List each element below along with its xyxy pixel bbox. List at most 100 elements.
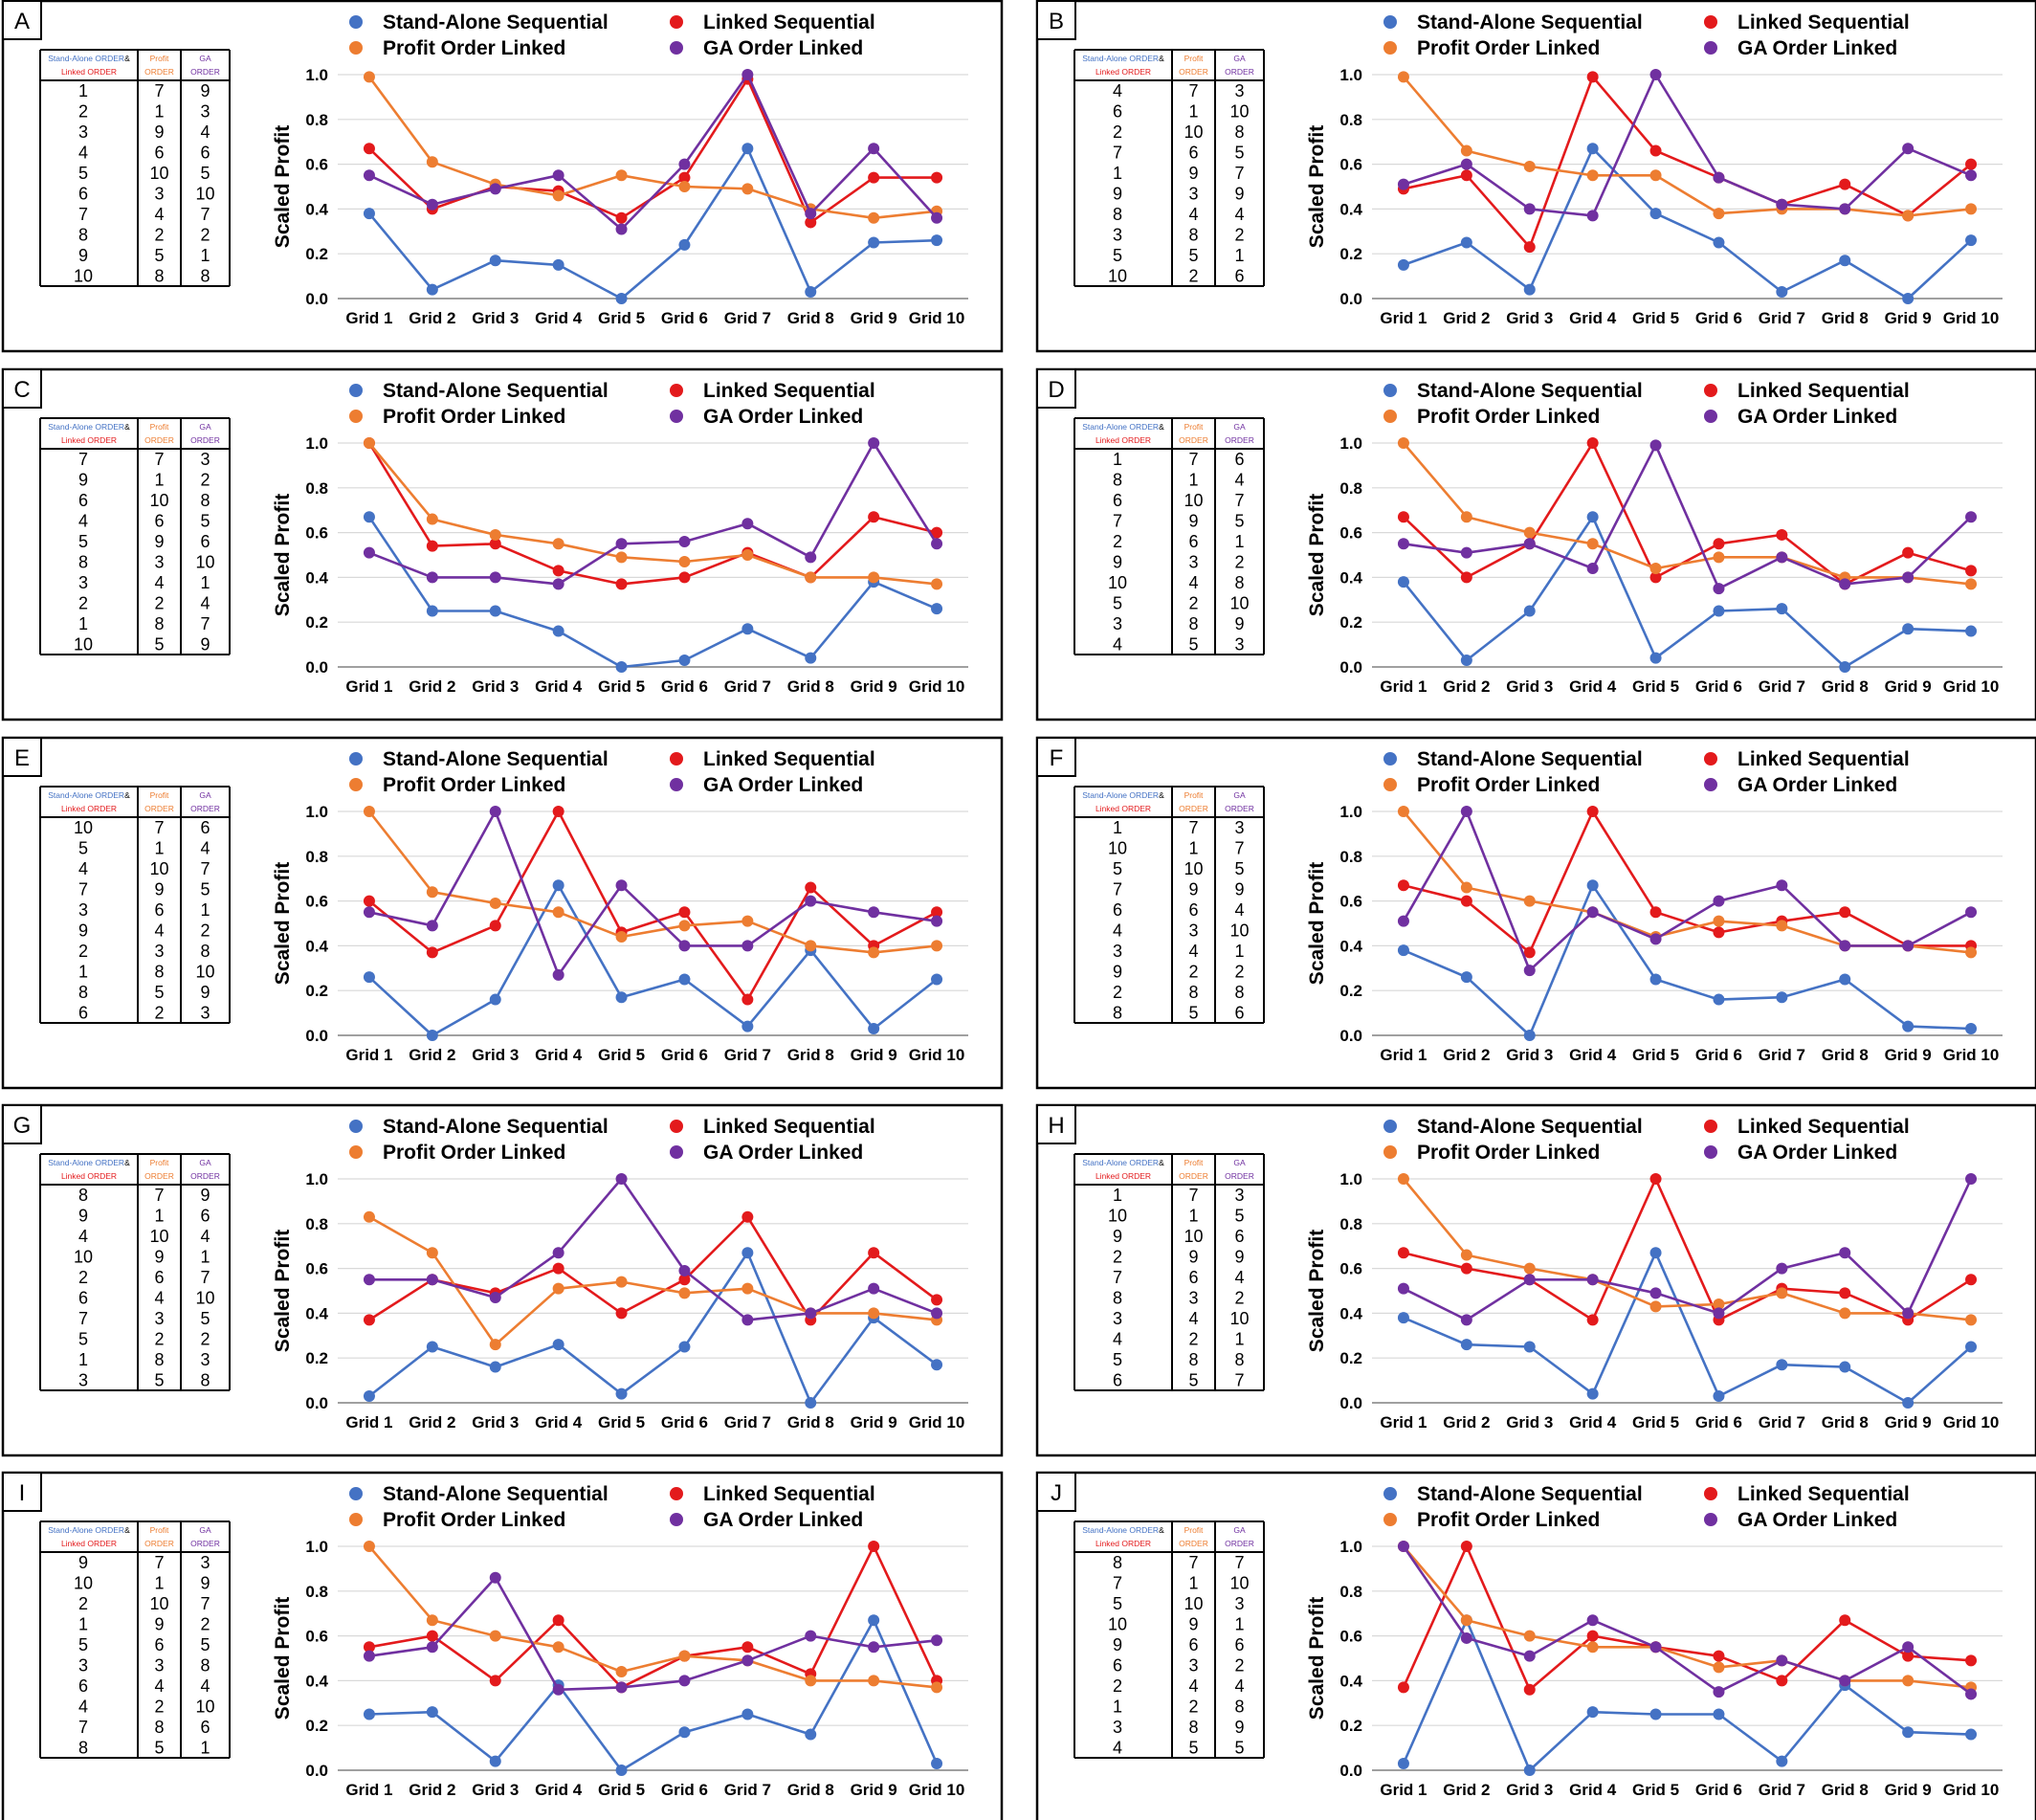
legend-marker [1383,1487,1397,1500]
data-point [1523,526,1536,539]
table-cell-profit-order: 8 [1188,1718,1198,1737]
data-point [1523,1630,1536,1642]
x-tick-label: Grid 3 [472,1413,519,1432]
data-point [678,940,691,952]
legend-label: Stand-Alone Sequential [383,380,609,402]
data-point [489,538,501,550]
table-cell-profit-order: 1 [1188,470,1198,489]
x-tick-label: Grid 8 [1822,677,1869,696]
table-cell-profit-order: 9 [154,879,164,899]
series-line [1402,1618,1972,1772]
data-point [489,255,501,267]
series-ga [1397,69,1978,222]
data-point [363,546,375,559]
data-point [678,556,691,568]
table-cell-profit-order: 4 [154,205,164,224]
table-header-profit-order: ORDER [1179,1539,1208,1548]
data-point [678,238,691,251]
data-point [489,605,501,617]
legend-label: GA Order Linked [703,406,863,428]
x-tick-label: Grid 8 [1822,1413,1869,1432]
table-header-ga: GA [199,54,211,63]
table-cell-linked-order: 3 [78,900,88,920]
data-point [552,906,564,919]
series-line [368,883,938,1037]
table-header-profit: Profit [150,1525,169,1535]
x-tick-label: Grid 1 [345,1413,392,1432]
table-cell-linked-order: 9 [78,470,88,489]
table-cell-linked-order: 9 [78,1206,88,1225]
data-point [868,1022,880,1034]
x-tick-label: Grid 7 [724,1413,771,1432]
data-point [1839,203,1851,215]
table-header-ga-order: ORDER [1225,804,1254,813]
table-cell-ga-order: 5 [200,1635,210,1654]
table-cell-profit-order: 1 [1188,838,1198,857]
x-tick-label: Grid 7 [724,677,771,696]
x-tick-label: Grid 3 [472,1781,519,1799]
data-point [1586,1630,1599,1642]
y-tick-label: 0.2 [1339,982,1362,1000]
table-cell-ga-order: 1 [200,900,210,920]
x-tick-label: Grid 4 [1569,309,1617,327]
table-cell-linked-order: 8 [1113,1288,1122,1307]
data-point [1839,661,1851,673]
legend-marker [670,778,683,791]
x-tick-label: Grid 2 [1443,1413,1490,1432]
x-tick-label: Grid 7 [1759,1046,1805,1064]
table-cell-ga-order: 10 [195,184,214,203]
x-tick-label: Grid 5 [1632,1413,1679,1432]
table-cell-ga-order: 6 [1234,266,1244,285]
data-point [1523,160,1536,172]
data-point [615,1276,628,1288]
series-line [367,442,938,586]
x-tick-label: Grid 4 [535,1781,583,1799]
series-line [367,146,938,300]
table-cell-linked-order: 3 [78,1370,88,1389]
table-cell-profit-order: 5 [154,634,164,654]
table-cell-profit-order: 2 [1188,593,1198,612]
table-header-linked-order: Linked ORDER [61,804,117,813]
data-point [1965,1274,1978,1286]
x-tick-label: Grid 6 [661,309,708,327]
data-point [678,1675,691,1687]
data-point [1649,571,1662,584]
x-tick-label: Grid 1 [1380,1413,1427,1432]
table-header-profit-order: ORDER [1179,1171,1208,1181]
series-profit [1397,71,1978,222]
table-cell-profit-order: 3 [154,552,164,571]
x-tick-label: Grid 10 [909,1781,965,1799]
legend-label: Linked Sequential [703,380,875,402]
data-point [489,1292,501,1304]
data-point [1713,583,1725,595]
data-point [931,526,943,539]
table-cell-profit-order: 2 [154,1003,164,1022]
table-cell-linked-order: 4 [78,143,88,162]
data-point [1586,210,1599,222]
legend-marker [1704,752,1717,766]
table-cell-profit-order: 10 [149,164,168,183]
data-point [615,991,628,1004]
legend-label: Stand-Alone Sequential [383,1116,609,1138]
x-tick-label: Grid 9 [1885,1046,1932,1064]
data-point [1523,203,1536,215]
data-point [1397,806,1409,817]
table-header-profit-order: ORDER [1179,67,1208,77]
table-header-profit-order: ORDER [144,67,174,77]
line-chart: 0.0 0.2 0.4 0.6 0.8 1.0 Grid 1 Grid 2 Grid 3 Grid… [272,803,968,1064]
series-ga [363,806,943,981]
data-point [489,1675,501,1687]
data-point [1713,605,1725,617]
legend: Stand-Alone Sequential Linked Sequential P… [349,1116,875,1164]
data-point [1776,879,1788,892]
x-tick-label: Grid 7 [1759,677,1805,696]
table-cell-linked-order: 6 [78,1676,88,1696]
data-point [1839,940,1851,952]
y-tick-label: 0.2 [1339,613,1362,632]
x-tick-label: Grid 2 [409,677,455,696]
table-cell-linked-order: 2 [1113,1247,1122,1266]
y-tick-label: 0.0 [1339,1027,1362,1045]
table-cell-linked-order: 7 [1113,1573,1122,1592]
table-cell-profit-order: 8 [1188,983,1198,1002]
table-cell-profit-order: 7 [154,450,164,469]
